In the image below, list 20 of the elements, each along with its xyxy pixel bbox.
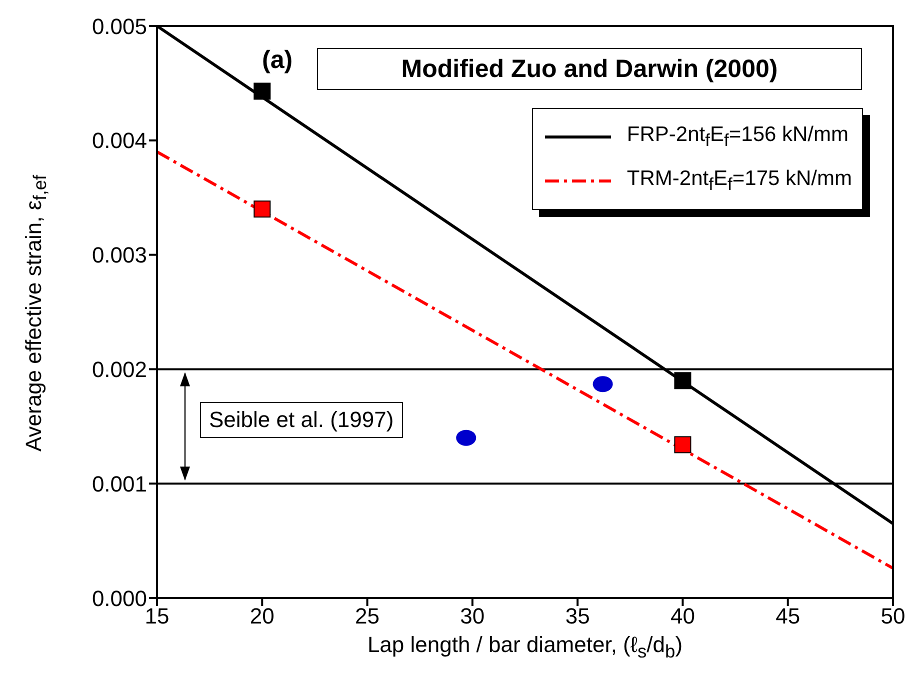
text: Modified Zuo and Darwin (2000) — [401, 54, 778, 84]
y-tick-label: 0.001 — [92, 471, 147, 496]
x-tick-label: 40 — [670, 604, 695, 629]
x-tick-label: 25 — [355, 604, 380, 629]
x-tick-label: 45 — [776, 604, 800, 629]
x-tick-label: 30 — [460, 604, 485, 629]
y-tick-label: 0.005 — [92, 14, 147, 39]
x-tick-label: 15 — [144, 604, 170, 629]
y-tick-label: 0.003 — [92, 242, 147, 268]
x-tick-label: 20 — [250, 604, 274, 629]
legend-label: FRP-2nt$_{f}$E$_{f}$=156 kN/mm — [626, 122, 848, 152]
x-axis-title: Lap length / bar diameter, (ℓ$_{s}$/d$_{b}$) — [367, 632, 683, 662]
y-tick-label: 0.000 — [92, 586, 147, 611]
y-tick-label: 0.002 — [92, 357, 147, 382]
x-tick-label: 35 — [565, 604, 590, 629]
x-tick-label: 50 — [880, 604, 906, 629]
y-tick-label: 0.004 — [92, 128, 147, 154]
annotation: (a) — [262, 46, 293, 74]
annotation: Seible et al. (1997) — [209, 407, 394, 432]
legend-label: TRM-2nt$_{f}$E$_{f}$=175 kN/mm — [626, 166, 852, 196]
